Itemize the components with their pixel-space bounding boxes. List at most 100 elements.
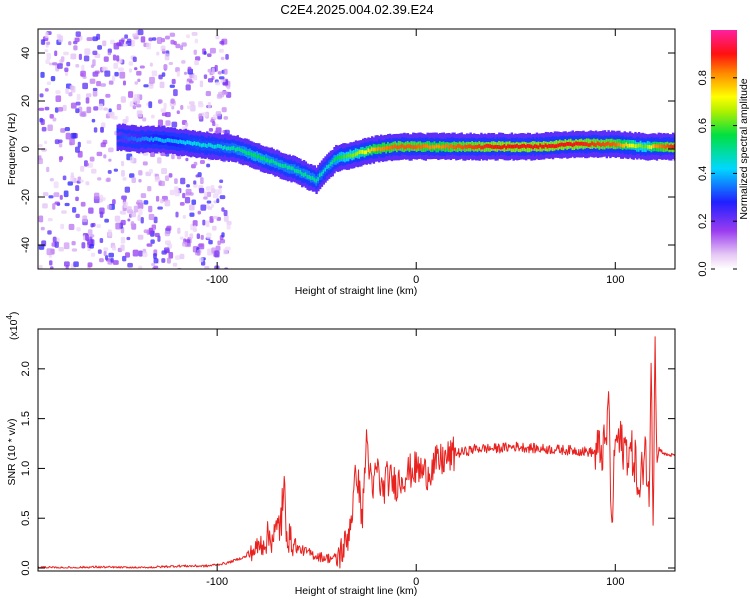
spectrogram-ridge-cell <box>338 155 342 159</box>
spectrogram-ridge-cell <box>447 145 451 150</box>
spectrogram-noise-cell <box>137 214 141 222</box>
spectrogram-noise-cell <box>138 208 143 216</box>
spectrogram-noise-cell <box>85 181 90 186</box>
spectrogram-noise-cell <box>116 55 120 62</box>
spectrogram-noise-cell <box>182 214 186 219</box>
snr-y-multiplier: (x104) <box>5 312 20 340</box>
spectrogram-ridge-cell <box>537 145 540 150</box>
spectrogram-ridge-cell <box>659 143 662 148</box>
spectrogram-ridge-cell <box>252 153 256 158</box>
spectrogram-ridge-cell <box>516 143 519 148</box>
spectrogram-ridge-cell <box>571 143 574 148</box>
spectrogram-ridge-cell <box>507 144 510 149</box>
spectrogram-noise-cell <box>204 191 208 199</box>
spectrogram-ridge-cell <box>272 159 275 164</box>
spectrogram-noise-cell <box>218 76 225 80</box>
spectrogram-noise-cell <box>57 106 64 112</box>
spectrogram-ridge-cell <box>369 149 372 154</box>
spectrogram-ridge-cell <box>664 145 668 150</box>
spectrogram-noise-cell <box>82 82 89 90</box>
spectrogram-ridge-cell <box>172 139 175 144</box>
spectrogram-noise-cell <box>84 48 91 55</box>
spectrogram-noise-cell <box>222 81 228 86</box>
spectrogram-ridge-cell <box>353 153 356 158</box>
spectrogram-ridge-cell <box>397 145 401 150</box>
spectrogram-noise-cell <box>161 112 167 117</box>
spectrogram-ridge-cell <box>453 145 456 149</box>
spectrogram-ridge-cell <box>482 145 485 150</box>
spectrogram-x-tick-label: -100 <box>206 274 228 286</box>
spectrogram-ridge-cell <box>634 144 637 149</box>
spectrogram-noise-cell <box>85 233 90 241</box>
spectrogram-noise-cell <box>203 196 208 200</box>
spectrogram-noise-cell <box>100 126 104 133</box>
spectrogram-ridge-cell <box>607 141 610 146</box>
spectrogram-noise-cell <box>75 31 81 37</box>
spectrogram-noise-cell <box>49 114 54 119</box>
snr-y-tick-label: 2.0 <box>20 361 32 376</box>
spectrogram-noise-cell <box>58 246 64 252</box>
spectrogram-ridge-cell <box>480 145 483 150</box>
spectrogram-noise-cell <box>182 241 187 247</box>
spectrogram-ridge-cell <box>175 139 179 144</box>
spectrogram-ridge-cell <box>546 144 549 149</box>
spectrogram-noise-cell <box>179 236 184 240</box>
spectrogram-ridge-cell <box>318 173 322 178</box>
spectrogram-noise-cell <box>99 207 105 215</box>
spectrogram-noise-cell <box>67 181 73 186</box>
spectrogram-noise-cell <box>81 64 85 72</box>
spectrogram-noise-cell <box>46 81 52 85</box>
spectrogram-noise-cell <box>207 206 213 210</box>
spectrogram-ridge-cell <box>333 158 336 163</box>
spectrogram-ridge-cell <box>302 173 306 177</box>
spectrogram-noise-cell <box>142 251 148 258</box>
spectrogram-noise-cell <box>91 222 96 227</box>
spectrogram-ridge-cell <box>544 143 548 148</box>
spectrogram-noise-cell <box>110 39 115 45</box>
spectrogram-ridge-cell <box>559 142 562 147</box>
spectrogram-noise-cell <box>101 66 106 71</box>
spectrogram-ridge-cell <box>166 138 170 142</box>
spectrogram-ridge-cell <box>168 138 171 143</box>
spectrogram-noise-cell <box>124 186 131 193</box>
spectrogram-noise-cell <box>122 80 126 86</box>
spectrogram-noise-cell <box>54 201 60 205</box>
snr-multiplier-close: ) <box>8 312 20 316</box>
spectrogram-noise-cell <box>176 70 181 77</box>
spectrogram-noise-cell <box>123 204 128 208</box>
spectrogram-noise-cell <box>143 229 150 234</box>
spectrogram-noise-cell <box>154 232 160 238</box>
spectrogram-noise-cell <box>120 219 126 226</box>
snr-x-tick-label: 100 <box>606 576 624 588</box>
spectrogram-noise-cell <box>90 252 96 257</box>
spectrogram-ridge-cell <box>668 144 671 149</box>
spectrogram-ridge-cell <box>336 155 340 160</box>
spectrogram-ridge-cell <box>469 144 472 149</box>
spectrogram-ridge-cell <box>476 144 480 149</box>
spectrogram-noise-cell <box>140 193 147 199</box>
spectrogram-ridge-cell <box>412 145 415 150</box>
spectrogram-noise-cell <box>164 175 170 181</box>
spectrogram-noise-cell <box>180 177 186 185</box>
spectrogram-ridge-cell <box>254 153 257 157</box>
spectrogram-ridge-cell <box>508 144 512 149</box>
spectrogram-ridge-cell <box>587 143 591 148</box>
spectrogram-ridge-cell <box>184 141 188 146</box>
spectrogram-noise-cell <box>132 105 137 110</box>
spectrogram-noise-cell <box>223 68 228 75</box>
spectrogram-ridge-cell <box>311 176 315 180</box>
spectrogram-ridge-cell <box>290 166 293 171</box>
spectrogram-noise-cell <box>50 76 56 82</box>
colorbar-label: Normalized spectral amplitude <box>738 78 750 219</box>
spectrogram-noise-cell <box>70 102 77 109</box>
spectrogram-ridge-cell <box>188 140 191 145</box>
spectrogram-ridge-cell <box>569 142 573 146</box>
spectrogram-ridge-cell <box>367 148 370 153</box>
spectrogram-ridge-cell <box>197 141 200 146</box>
spectrogram-ridge-cell <box>181 140 184 145</box>
spectrogram-noise-cell <box>126 206 132 213</box>
spectrogram-noise-cell <box>107 52 112 56</box>
spectrogram-noise-cell <box>182 126 188 130</box>
spectrogram-ridge-cell <box>125 135 128 140</box>
spectrogram-ridge-cell <box>645 144 648 148</box>
